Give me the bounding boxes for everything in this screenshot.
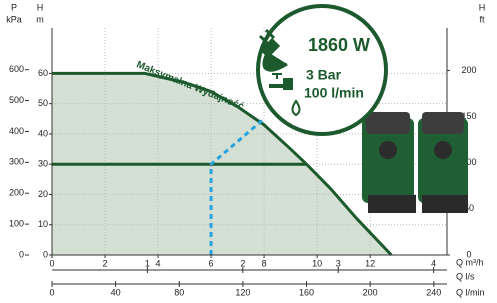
- axis-title: P: [11, 2, 17, 12]
- y2-tick-label: 200: [461, 65, 476, 75]
- pressure: 3 Bar: [306, 67, 342, 83]
- x-tick-label: 0: [49, 258, 54, 268]
- x2-tick-label: 3: [336, 258, 341, 268]
- x3-tick-label: 160: [299, 287, 314, 297]
- x3-tick-label: 240: [426, 287, 441, 297]
- x3-tick-label: 120: [235, 287, 250, 297]
- x3-tick-label: 80: [174, 287, 184, 297]
- axis-title: Q l/s: [456, 271, 475, 281]
- x2-tick-label: 2: [240, 258, 245, 268]
- x-tick-label: 8: [262, 258, 267, 268]
- p-tick-label: 200: [9, 188, 24, 198]
- axis-title: Q l/min: [456, 287, 485, 297]
- p-tick-label: 100: [9, 218, 24, 228]
- spec-badge: 1860 W 3 Bar 100 l/min: [258, 6, 386, 134]
- x-tick-label: 12: [365, 258, 375, 268]
- x3-tick-label: 40: [111, 287, 121, 297]
- axis-title: H: [37, 2, 44, 12]
- p-tick-label: 600: [9, 64, 24, 74]
- flow: 100 l/min: [304, 85, 364, 101]
- axis-title: H: [479, 2, 486, 12]
- axis-title: Q m³/h: [456, 257, 484, 267]
- p-tick-label: 300: [9, 157, 24, 167]
- p-tick-label: 0: [19, 249, 24, 259]
- p-tick-label: 500: [9, 95, 24, 105]
- x-tick-label: 4: [156, 258, 161, 268]
- axis-title: kPa: [6, 14, 22, 24]
- y-tick-label: 40: [38, 128, 48, 138]
- x2-tick-label: 1: [145, 258, 150, 268]
- y-tick-label: 60: [38, 68, 48, 78]
- x3-tick-label: 200: [363, 287, 378, 297]
- y-tick-label: 30: [38, 159, 48, 169]
- pump-illustration: [362, 112, 468, 213]
- x-tick-label: 10: [312, 258, 322, 268]
- y-tick-label: 50: [38, 98, 48, 108]
- x-tick-label: 6: [209, 258, 214, 268]
- x2-tick-label: 4: [431, 258, 436, 268]
- y-tick-label: 10: [38, 219, 48, 229]
- y-tick-label: 0: [43, 249, 48, 259]
- y-tick-label: 20: [38, 189, 48, 199]
- power: 1860 W: [308, 35, 370, 55]
- x-tick-label: 2: [103, 258, 108, 268]
- axis-title: ft: [479, 14, 485, 24]
- axis-title: m: [36, 14, 44, 24]
- x3-tick-label: 0: [49, 287, 54, 297]
- chart: 0102030405060024681012Maksymalna Wydajno…: [0, 0, 497, 298]
- p-tick-label: 400: [9, 126, 24, 136]
